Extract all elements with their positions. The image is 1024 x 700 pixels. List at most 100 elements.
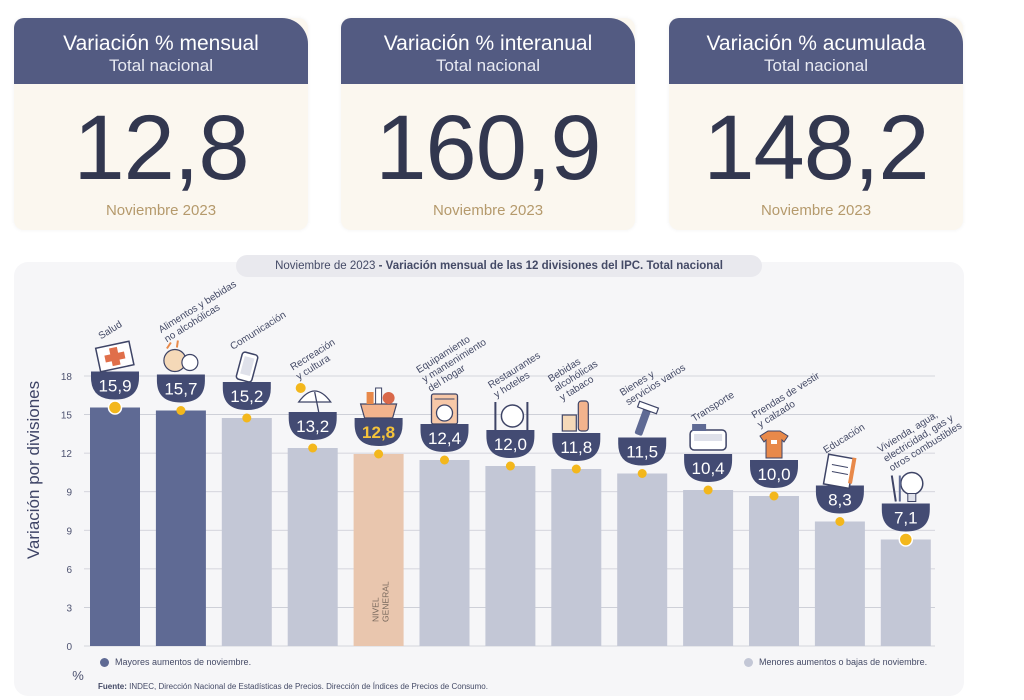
razor-icon [634,400,660,436]
bar-marker [505,461,515,471]
bar [749,496,799,646]
value-badge [420,424,469,452]
value-badge [486,430,535,458]
y-axis-label: Variación por divisiones [24,381,43,559]
data-label: 15,9 [98,377,131,396]
bar [155,410,206,646]
data-label: 12,8 [362,423,395,442]
data-label: 7,1 [894,509,918,528]
value-badge [750,460,798,488]
legend-low-swatch [744,657,753,667]
chart-title-date: Noviembre de 2023 [275,260,376,272]
category-label: Educación [822,422,867,456]
source-text: INDEC, Dirección Nacional de Estadística… [126,682,488,691]
y-tick-label: 3 [66,603,72,614]
kpi-subtitle: Total nacional [109,56,213,75]
value-badge [156,374,205,403]
value-badge [552,433,601,461]
chart-title-text: - Variación mensual de las 12 divisiones… [375,260,723,272]
legend-high: Mayores aumentos de noviembre. [100,657,251,667]
bar-marker [703,485,713,495]
bar [419,460,470,646]
value-badge [618,437,667,466]
bar-marker [835,517,845,526]
category-label: Vivienda, agua,electricidad, gas yotros … [876,402,964,474]
kpi-title: Variación % acumulada [706,32,926,55]
legend-low: Menores aumentos o bajas de noviembre. [744,657,927,667]
y-axis-unit: % [72,668,84,683]
category-label: Alimentos y bebidasno alcohólicas [157,279,245,345]
bar [814,521,865,646]
bar [90,407,140,646]
beach-umbrella-icon [295,383,332,413]
data-label: 12,4 [428,429,461,448]
kpi-card-monthly: Variación % mensual Total nacional 12,8 … [14,18,308,230]
kpi-row: Variación % mensual Total nacional 12,8 … [14,18,964,233]
bar [880,539,931,646]
value-badge [815,485,864,514]
data-label: 11,8 [560,438,592,457]
data-label: 10,4 [692,459,725,478]
bulb-tools-icon [890,471,924,502]
kpi-subtitle: Total nacional [764,56,868,75]
kpi-date: Noviembre 2023 [105,202,217,219]
value-badge [222,382,271,410]
y-tick-label: 12 [61,449,73,460]
bar-marker [176,406,186,415]
kpi-card-year-over-year: Variación % interanual Total nacional 16… [341,18,635,230]
value-badge [881,503,930,532]
notebook-icon [822,453,857,490]
source-note: Fuente: INDEC, Dirección Nacional de Est… [98,682,488,691]
y-tick-label: 18 [61,372,73,383]
kpi-subtitle: Total nacional [436,56,540,75]
bar [551,469,602,646]
bar [617,473,668,646]
category-label: Bienes yservicios varios [618,353,688,408]
bar-marker [571,464,581,474]
category-label: Bebidasalcohólicasy tabaco [546,349,605,403]
category-label: Comunicación [229,310,289,353]
legend-high-label: Mayores aumentos de noviembre. [115,657,252,667]
kpi-header: Variación % acumulada Total nacional [669,18,963,84]
bar-marker [374,449,384,459]
legend-high-swatch [100,657,109,667]
bar [485,466,536,646]
kpi-card-accumulated: Variación % acumulada Total nacional 148… [669,18,963,230]
kpi-header: Variación % interanual Total nacional [341,18,635,84]
bar [353,454,404,646]
category-label: Prendas de vestiry calzado [750,370,828,430]
bus-icon [689,424,727,451]
washing-machine-icon [430,393,459,425]
category-label: Restaurantesy hoteles [486,350,548,400]
y-tick-label: 9 [66,526,72,537]
data-label: 8,3 [828,491,852,510]
kpi-value: 148,2 [703,97,929,199]
bar-marker [242,413,252,423]
kpi-title: Variación % mensual [63,32,259,55]
category-label: Equipamientoy mantenimientodel hogar [415,327,495,394]
bar-marker [769,491,779,501]
kpi-title: Variación % interanual [383,32,593,55]
category-label: Salud [97,319,125,342]
clothes-icon [759,430,789,459]
legend-low-label: Menores aumentos o bajas de noviembre. [759,657,928,667]
y-tick-label: 9 [66,488,72,499]
bottle-icon [561,400,589,432]
data-label: 15,2 [230,387,263,406]
cutlery-icon [494,402,529,430]
value-badge [288,412,337,440]
kpi-value: 12,8 [73,97,249,199]
data-label: 12,0 [494,435,527,454]
bar [287,448,338,646]
phone-icon [235,351,259,383]
bar [221,418,272,646]
shopping-basket-icon [359,387,398,419]
kpi-header: Variación % mensual Total nacional [14,18,308,84]
category-label: NIVELGENERAL [371,581,391,622]
y-tick-label: 6 [66,565,72,576]
bar-marker [308,443,318,453]
category-label: Transporte [690,390,737,425]
value-badge [354,418,403,446]
bar-marker [898,532,914,547]
